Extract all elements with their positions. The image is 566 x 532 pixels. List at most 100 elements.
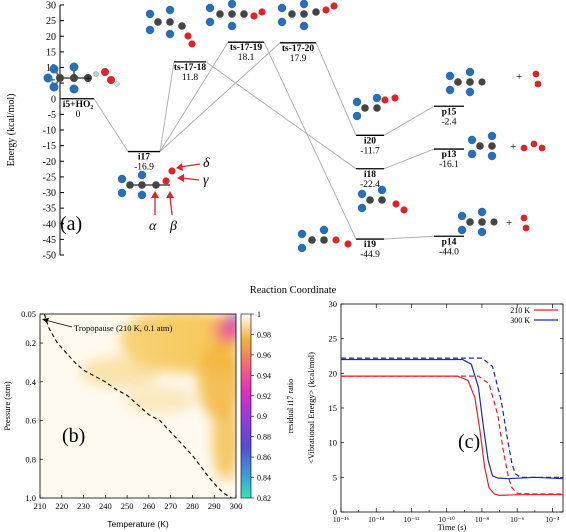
y-tick-label: 0.4 [25, 377, 36, 387]
x-tick-label: 220 [55, 501, 68, 511]
molecule-i5-icon [43, 62, 99, 94]
pathway-connector [159, 41, 229, 152]
panel-a-connectors [93, 41, 435, 240]
panel-a-y-axis-label: Energy (kcal/mol) [6, 94, 17, 167]
colorbar [240, 313, 252, 499]
species-name: ts-17-18 [174, 63, 206, 73]
x-tick-label: 10⁻⁴ [545, 515, 559, 524]
molecule-i17-icon [117, 167, 176, 200]
pathway-connector [263, 41, 357, 240]
y-tick-label: 5 [333, 472, 337, 482]
species-energy-value: -22.4 [360, 180, 380, 190]
species-energy-value: -16.9 [134, 163, 154, 173]
plus-sign: + [85, 73, 91, 85]
x-tick-label: 290 [208, 501, 221, 511]
molecule-ts-17-18-icon [145, 5, 196, 48]
panel-c-label: (c) [458, 431, 480, 453]
panel-b-y-ticks: 0.05 0.2 0.4 0.6 0.8 1.0 [21, 309, 43, 503]
molecule-i19-icon [297, 225, 352, 253]
colorbar-tick-label: 0.88 [257, 433, 271, 442]
heatmap-frame [39, 313, 237, 499]
colorbar-ticks: 1 0.98 0.96 0.94 0.92 0.9 0.88 0.86 0.84 0.82 [251, 310, 271, 503]
x-tick-label: 10⁻⁸ [475, 515, 489, 524]
species-name: p15 [442, 107, 457, 117]
colorbar-tick-label: 1 [257, 310, 261, 319]
y-tick-label: 0.2 [25, 338, 36, 348]
y-tick-label: -25 [43, 172, 56, 183]
species-name: i19 [364, 240, 376, 250]
y-tick-label: -35 [43, 204, 56, 215]
species-energy-value: 0 [76, 110, 81, 120]
colorbar-tick-label: 0.94 [257, 371, 271, 380]
x-tick-label: 10⁻¹² [403, 515, 420, 524]
species-energy-value: 11.8 [182, 73, 199, 83]
colorbar-label: residual i17 ratio [286, 379, 295, 433]
x-tick-label: 210 [34, 501, 47, 511]
panel-a: 302520151050-5-10-15-20-25-30-35-40-45-5… [6, 0, 546, 296]
x-tick-label: 240 [99, 501, 112, 511]
y-tick-label: 0 [333, 507, 337, 517]
y-tick-label: -15 [43, 141, 56, 152]
panel-b-x-ticks: 210 220 230 240 250 260 270 280 290 300 [34, 495, 243, 511]
x-tick-label: 10⁻¹⁶ [333, 515, 350, 524]
y-tick-label: -40 [43, 219, 56, 230]
panel-c-y-ticks: 0 5 10 15 20 25 30 [329, 299, 563, 517]
species-energy-value: 17.9 [290, 54, 307, 64]
species-name: ts-17-20 [282, 44, 314, 54]
y-tick-label: 15 [329, 403, 338, 413]
panel-c-frame [340, 303, 564, 513]
x-tick-label: 10⁻⁶ [510, 515, 524, 524]
panel-c-x-axis-label: Time (s) [438, 522, 467, 532]
panel-c-legend: 210 K 300 K [510, 306, 558, 325]
series-line-0 [341, 375, 563, 497]
panel-a-label: (a) [60, 213, 82, 235]
panel-b-label: (b) [62, 425, 85, 447]
panel-c-y-axis-label: <Vibrational Energy> (kcal/mol) [306, 352, 316, 464]
x-tick-label: 250 [121, 501, 134, 511]
species-name: i18 [364, 170, 376, 180]
x-tick-label: 300 [230, 501, 243, 511]
molecule-p15-icon: + [445, 67, 542, 97]
pathway-connector [383, 148, 435, 170]
series-line-2 [341, 375, 563, 495]
pathway-connector [315, 42, 357, 136]
molecule-i18-icon [357, 185, 408, 214]
panel-b: 210 220 230 240 250 260 270 280 290 300 0.050.20.… [2, 309, 295, 529]
species-energy-value: -16.1 [439, 160, 459, 170]
tropopause-dashed-curve [43, 313, 232, 499]
pathway-connector [383, 235, 435, 240]
svg-text:+: + [506, 217, 512, 229]
y-tick-label: -30 [43, 188, 56, 199]
y-tick-label: -45 [43, 235, 56, 246]
y-tick-label: 20 [46, 32, 56, 43]
y-tick-label: 25 [46, 16, 56, 27]
panel-c-x-ticks: 10⁻¹⁶ 10⁻¹⁴ 10⁻¹² 10⁻¹⁰ 10⁻⁸ 10⁻⁶ 10⁻⁴ [333, 304, 560, 524]
y-tick-label: -5 [48, 110, 56, 121]
site-arrows [151, 163, 201, 216]
species-name: i20 [364, 136, 376, 146]
species-energy-value: 18.1 [238, 53, 255, 63]
molecule-ts-17-19-icon [205, 0, 266, 31]
colorbar-tick-label: 0.86 [257, 453, 271, 462]
colorbar-tick-label: 0.92 [257, 392, 271, 401]
legend-label-210k: 210 K [510, 306, 530, 315]
panel-b-x-axis-label: Temperature (K) [107, 519, 169, 529]
molecule-i20-icon [352, 93, 399, 121]
y-tick-label: 10 [329, 438, 338, 448]
y-tick-label: 0.6 [25, 416, 36, 426]
site-label-beta: β [169, 219, 177, 234]
species-name: i17 [138, 153, 150, 163]
species-energy-value: -44.9 [360, 250, 380, 260]
pathway-connector [383, 105, 435, 136]
colorbar-tick-label: 0.98 [257, 330, 271, 339]
y-tick-label: 30 [46, 1, 56, 12]
y-tick-label: 0.05 [21, 309, 36, 319]
pathway-connector [205, 61, 357, 170]
x-tick-label: 270 [164, 501, 177, 511]
y-tick-label: -50 [43, 251, 56, 262]
y-tick-label: 20 [329, 368, 338, 378]
site-label-gamma: γ [203, 173, 209, 188]
